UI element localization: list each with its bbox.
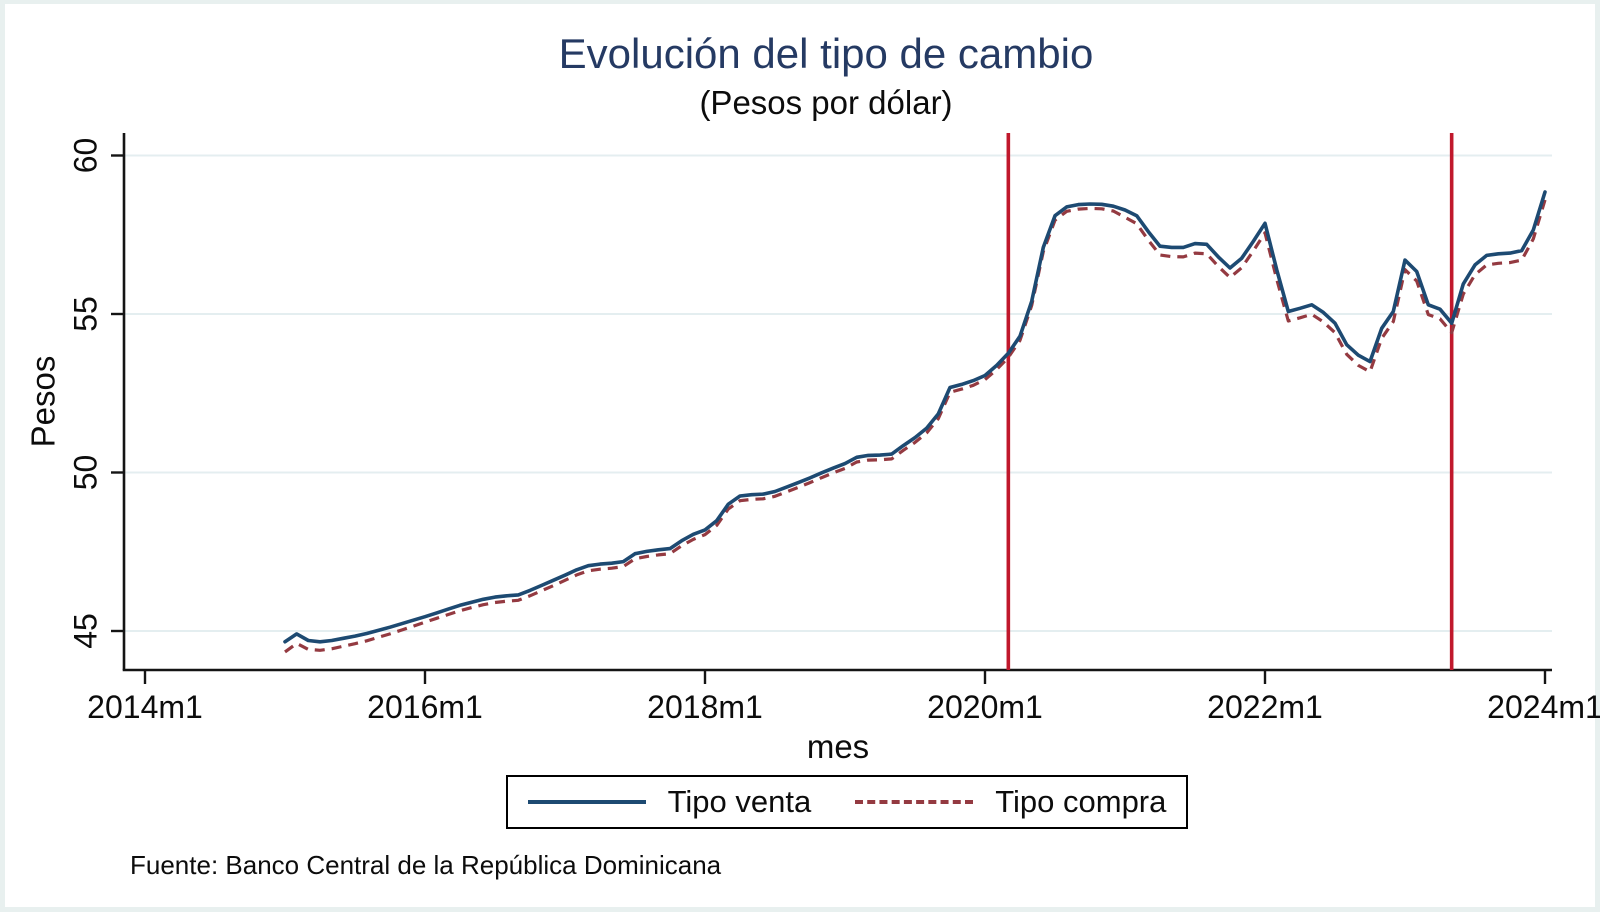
solid-line-sample-icon (527, 800, 646, 804)
y-axis-title: Pesos (25, 356, 62, 448)
x-tick-label: 2024m1 (1487, 689, 1600, 725)
x-tick-label: 2016m1 (367, 689, 483, 725)
series-line-tipo-venta (283, 190, 1547, 644)
x-tick-label: 2022m1 (1207, 689, 1323, 725)
source-note: Fuente: Banco Central de la República Do… (130, 850, 722, 880)
chart-subtitle: (Pesos por dólar) (699, 84, 953, 121)
chart-legend: Tipo venta Tipo compra (506, 775, 1188, 829)
legend-entry-tipo-compra: Tipo compra (855, 784, 1166, 820)
y-tick-label: 60 (67, 138, 103, 174)
legend-label: Tipo compra (995, 784, 1167, 819)
y-tick-label: 45 (67, 613, 103, 649)
dashed-line-sample-icon (855, 800, 974, 804)
chart-title: Evolución del tipo de cambio (558, 30, 1094, 77)
series-line-tipo-compra (284, 199, 1547, 654)
legend-entry-tipo-venta: Tipo venta (527, 784, 812, 820)
y-tick-label: 55 (67, 296, 103, 332)
legend-label: Tipo venta (667, 784, 812, 819)
x-tick-label: 2018m1 (647, 689, 763, 725)
x-axis-title: mes (807, 728, 869, 765)
x-tick-label: 2014m1 (87, 689, 203, 725)
y-tick-label: 50 (67, 455, 103, 491)
x-tick-label: 2020m1 (927, 689, 1043, 725)
